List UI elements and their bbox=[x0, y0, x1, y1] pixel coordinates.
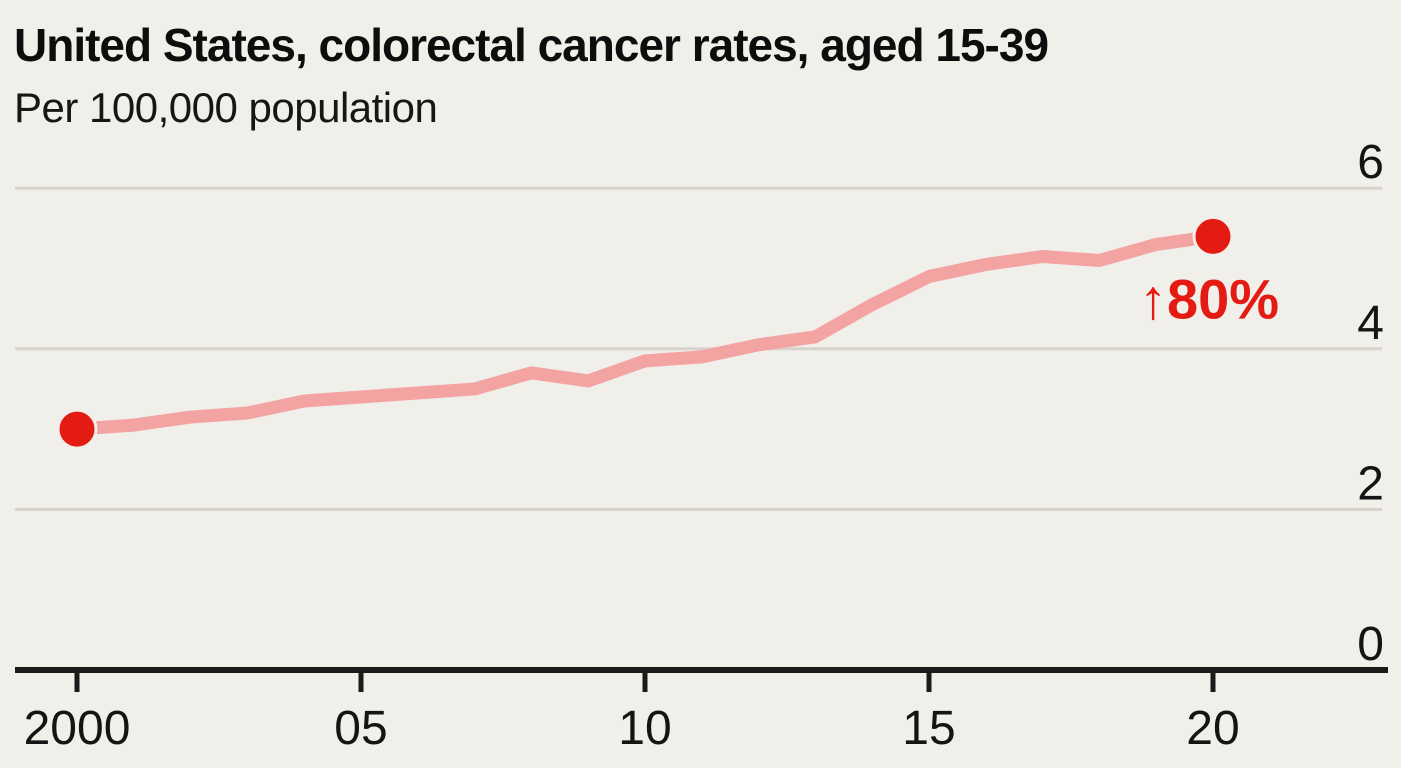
x-axis-label-2020: 20 bbox=[1186, 702, 1239, 755]
y-axis-label-0: 0 bbox=[1357, 618, 1384, 671]
x-axis-label-2010: 10 bbox=[618, 702, 671, 755]
y-axis-label-6: 6 bbox=[1357, 136, 1384, 189]
data-line bbox=[70, 229, 1220, 436]
start-dot bbox=[56, 408, 98, 450]
chart-title: United States, colorectal cancer rates, … bbox=[14, 19, 1049, 71]
y-axis-label-2: 2 bbox=[1357, 457, 1384, 510]
x-axis-label-2015: 15 bbox=[902, 702, 955, 755]
y-axis-label-4: 4 bbox=[1357, 297, 1384, 350]
chart-subtitle: Per 100,000 population bbox=[14, 83, 438, 131]
increase-annotation: ↑80% bbox=[1139, 267, 1279, 330]
x-axis-label-2000: 2000 bbox=[24, 702, 131, 755]
x-axis-label-2005: 05 bbox=[334, 702, 387, 755]
chart-header: United States, colorectal cancer rates, … bbox=[14, 20, 1214, 131]
end-dot bbox=[1192, 215, 1234, 257]
